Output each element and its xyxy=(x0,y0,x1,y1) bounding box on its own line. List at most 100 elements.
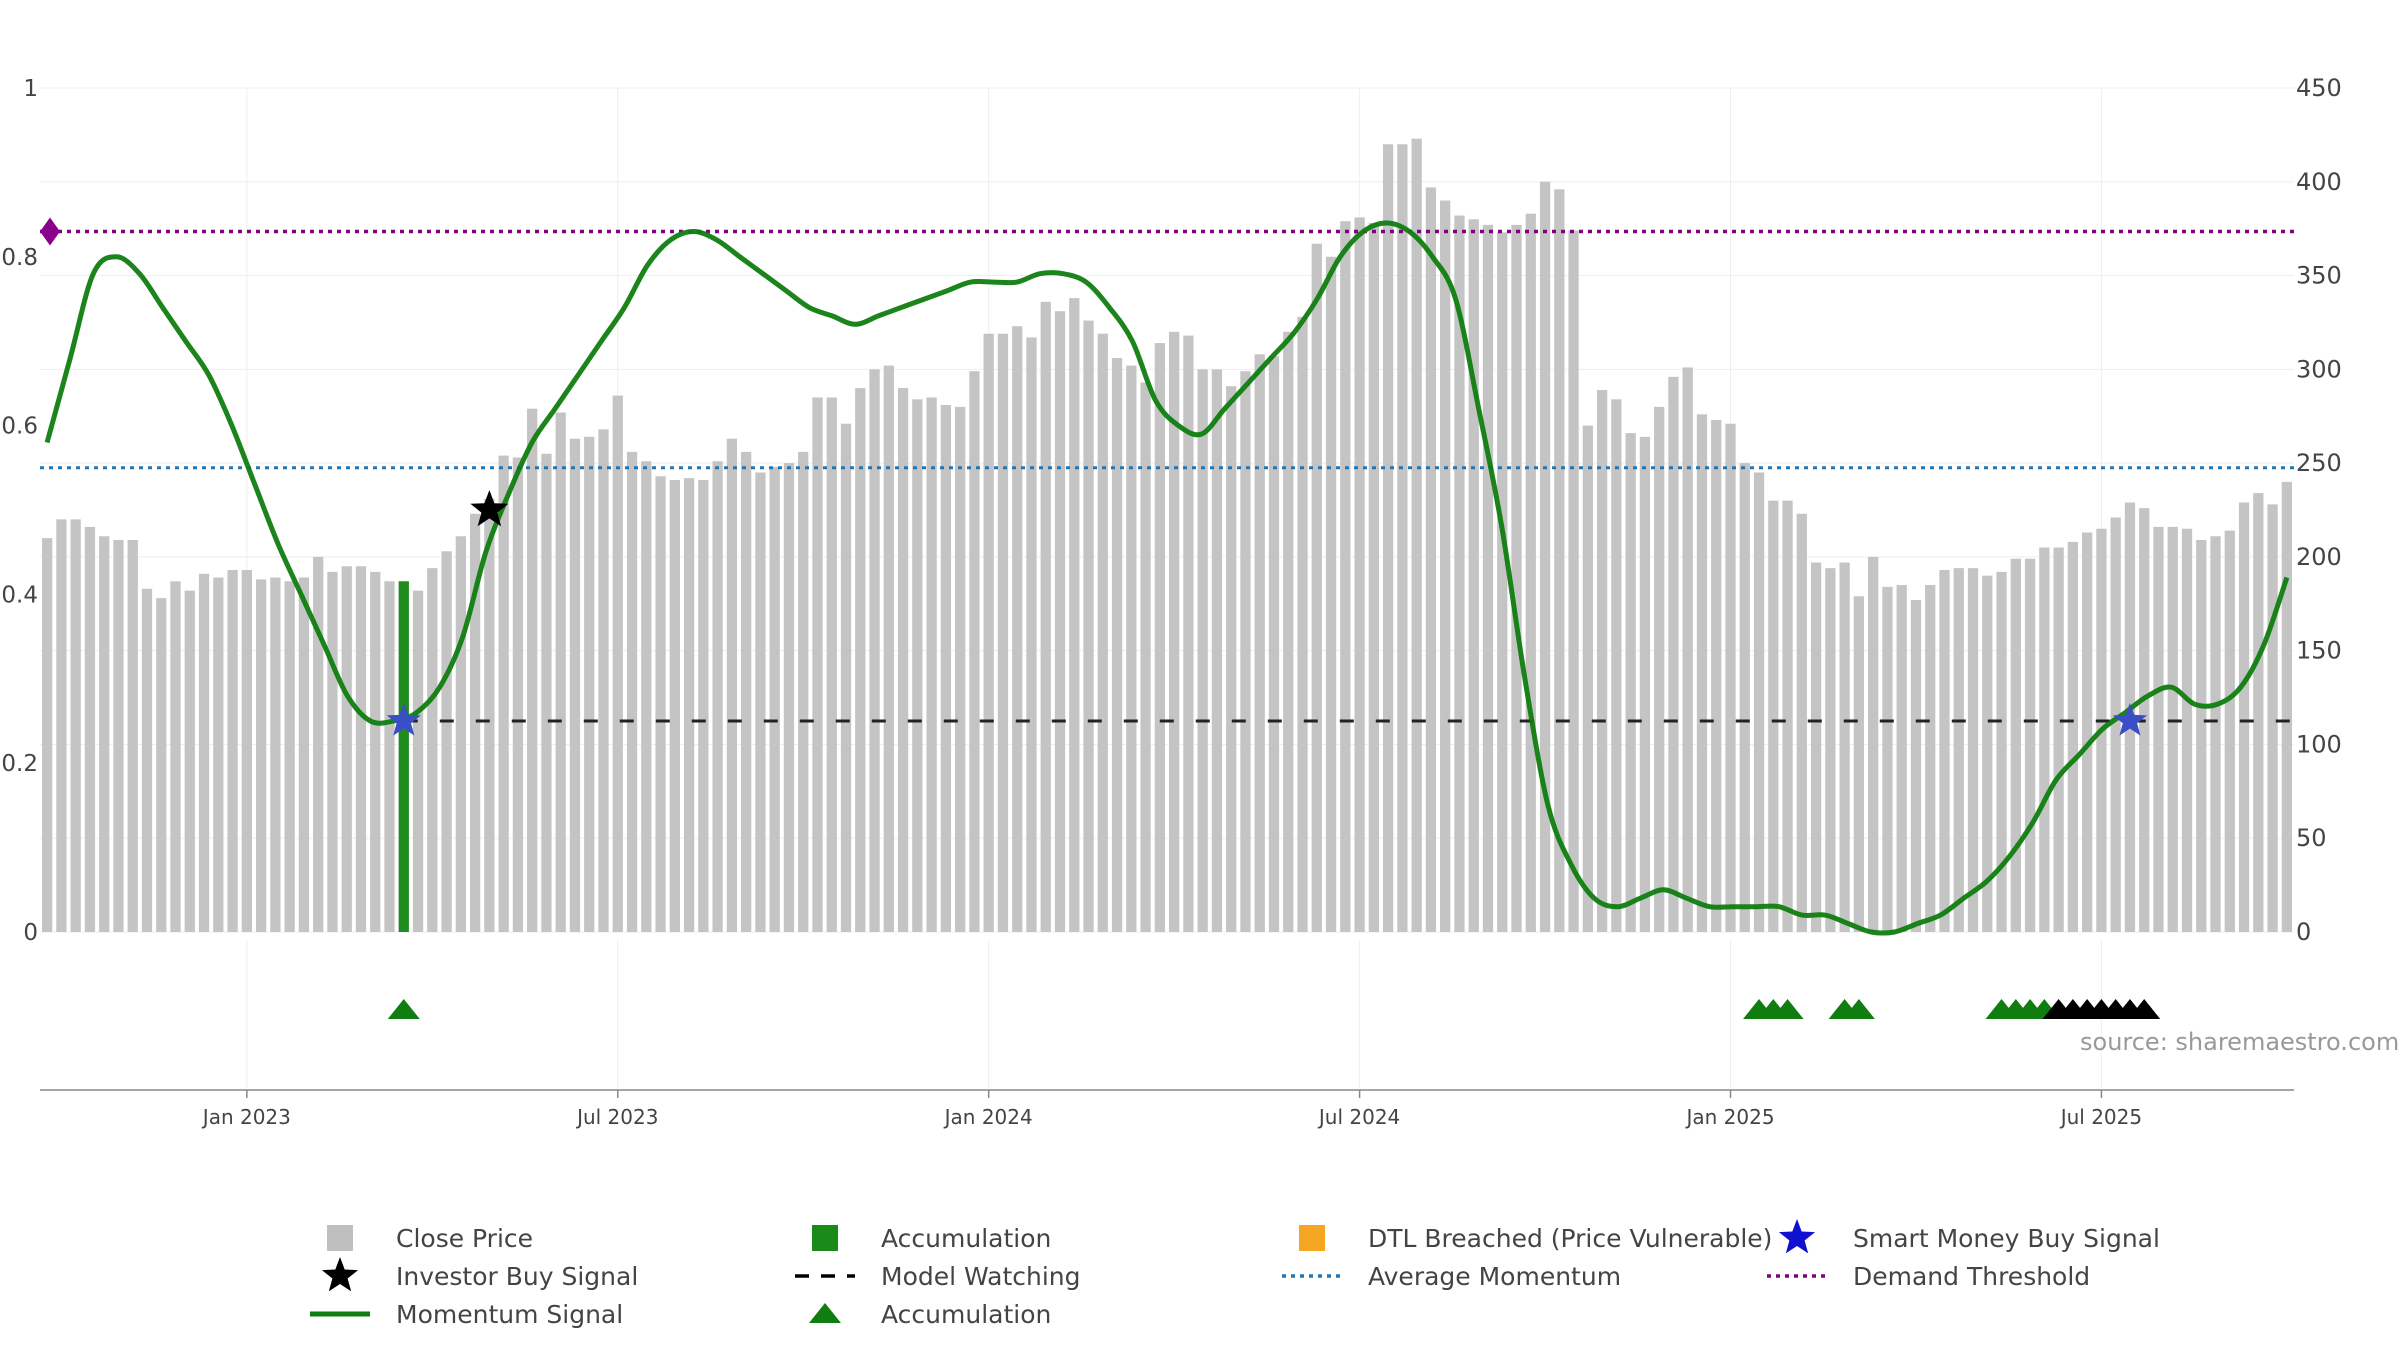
close-price-bar xyxy=(541,453,552,932)
close-price-bar xyxy=(384,581,395,932)
close-price-bar xyxy=(584,436,595,932)
x-tick-label: Jan 2024 xyxy=(943,1105,1033,1129)
close-price-bar xyxy=(1882,586,1893,932)
close-price-bar xyxy=(255,579,267,932)
legend-label: Close Price xyxy=(396,1224,533,1253)
y-left-tick-label: 0.4 xyxy=(1,582,38,608)
legend-item: Demand Threshold xyxy=(1767,1262,2090,1291)
close-price-bar xyxy=(1226,386,1237,932)
close-price-bar xyxy=(1825,568,1836,932)
accumulation-bar xyxy=(398,581,409,932)
axes: 0 0.2 0.4 0.6 0.8 1 0 50 100 150 200 250 300 350 400 45… xyxy=(1,74,2341,1129)
legend-triangle-icon xyxy=(809,1303,841,1323)
close-price-bar xyxy=(1468,219,1479,933)
close-price-bar xyxy=(1111,358,1123,933)
y-right-tick-label: 50 xyxy=(2296,824,2327,852)
y-right-tick-label: 200 xyxy=(2296,543,2342,571)
x-tick-label: Jan 2023 xyxy=(201,1105,291,1129)
close-price-bar xyxy=(1340,221,1351,933)
y-right-tick-label: 250 xyxy=(2296,449,2342,477)
close-price-bar xyxy=(1140,382,1151,932)
investor-buy-signal xyxy=(470,490,509,527)
close-price-bar xyxy=(1753,472,1765,932)
close-price-bar xyxy=(798,451,809,932)
close-price-bar xyxy=(1040,301,1051,932)
close-price-bar xyxy=(227,570,238,932)
legend-swatch xyxy=(327,1225,353,1251)
close-price-bar xyxy=(1083,320,1094,933)
close-price-bar xyxy=(2010,558,2021,932)
accumulation-marker xyxy=(1771,999,1804,1019)
legend-label: Accumulation xyxy=(881,1300,1051,1329)
momentum-signal-line xyxy=(44,220,2290,936)
close-price-bar xyxy=(755,472,766,932)
close-price-bar xyxy=(1982,575,1993,932)
close-price-bar xyxy=(1397,144,1408,932)
close-price-bar xyxy=(527,408,538,933)
legend-label: Momentum Signal xyxy=(396,1300,623,1329)
close-price-bar xyxy=(341,566,352,932)
y-left-tick-label: 0.8 xyxy=(1,245,38,271)
close-price-bar xyxy=(969,371,980,933)
close-price-bar xyxy=(1168,331,1180,932)
close-price-bar xyxy=(1425,187,1437,933)
close-price-bar xyxy=(469,513,481,932)
y-right-tick-label: 350 xyxy=(2296,262,2342,290)
y-right-tick-label: 450 xyxy=(2296,74,2342,102)
close-price-bar xyxy=(355,566,367,932)
close-price-bar xyxy=(2281,481,2293,932)
close-price-bar xyxy=(455,536,466,932)
close-price-bar xyxy=(812,397,823,932)
close-price-bar xyxy=(569,438,581,932)
close-price-bar xyxy=(2253,493,2264,932)
close-price-bar xyxy=(1739,463,1750,932)
legend-label: Smart Money Buy Signal xyxy=(1853,1224,2160,1253)
legend-swatch xyxy=(1299,1225,1325,1251)
y-left-tick-label: 0 xyxy=(23,920,38,946)
close-price-bar xyxy=(512,457,524,932)
close-price-bar xyxy=(1197,369,1208,932)
y-right-tick-label: 100 xyxy=(2296,730,2342,758)
smart-money-buy-signal xyxy=(386,703,421,736)
close-price-bar xyxy=(826,397,837,932)
close-price-bar xyxy=(284,581,295,932)
close-price-bar xyxy=(99,536,110,932)
close-price-bar xyxy=(1711,419,1722,932)
close-price-bar xyxy=(1568,230,1579,932)
close-price-bar xyxy=(1525,213,1536,932)
x-tick-label: Jul 2023 xyxy=(575,1105,658,1129)
close-price-bar xyxy=(1625,433,1636,932)
close-price-bar xyxy=(1868,556,1879,932)
y-left-tick-label: 1 xyxy=(23,76,38,102)
close-price-bar xyxy=(1696,414,1708,932)
close-price-bar xyxy=(940,404,952,933)
close-price-bar xyxy=(141,588,153,932)
y-right-tick-label: 400 xyxy=(2296,168,2342,196)
close-price-bar xyxy=(1211,369,1223,932)
momentum-line-group xyxy=(44,220,2290,936)
x-tick-label: Jul 2024 xyxy=(1317,1105,1400,1129)
close-price-bar xyxy=(1839,562,1850,932)
close-price-bar xyxy=(555,412,566,933)
legend-label: Average Momentum xyxy=(1368,1262,1621,1291)
close-price-bar xyxy=(2039,547,2050,932)
close-price-bar xyxy=(1069,298,1080,932)
legend-label: Demand Threshold xyxy=(1853,1262,2090,1291)
close-price-bar xyxy=(1782,500,1793,932)
y-left-tick-label: 0.6 xyxy=(1,414,38,440)
close-price-bar xyxy=(84,526,96,932)
close-price-bar xyxy=(1639,436,1651,932)
close-price-bar xyxy=(869,369,880,932)
legend-item: Average Momentum xyxy=(1282,1262,1621,1291)
close-price-bar xyxy=(2238,502,2250,932)
close-price-bar xyxy=(726,438,738,932)
close-price-bar xyxy=(327,571,338,932)
close-price-bar xyxy=(498,455,509,932)
close-price-bar xyxy=(1154,343,1166,932)
close-price-bar xyxy=(598,429,609,932)
close-price-bar xyxy=(270,577,281,932)
close-price-bar xyxy=(1668,376,1679,932)
close-price-bar xyxy=(1482,224,1494,933)
close-price-bar xyxy=(1097,333,1108,933)
